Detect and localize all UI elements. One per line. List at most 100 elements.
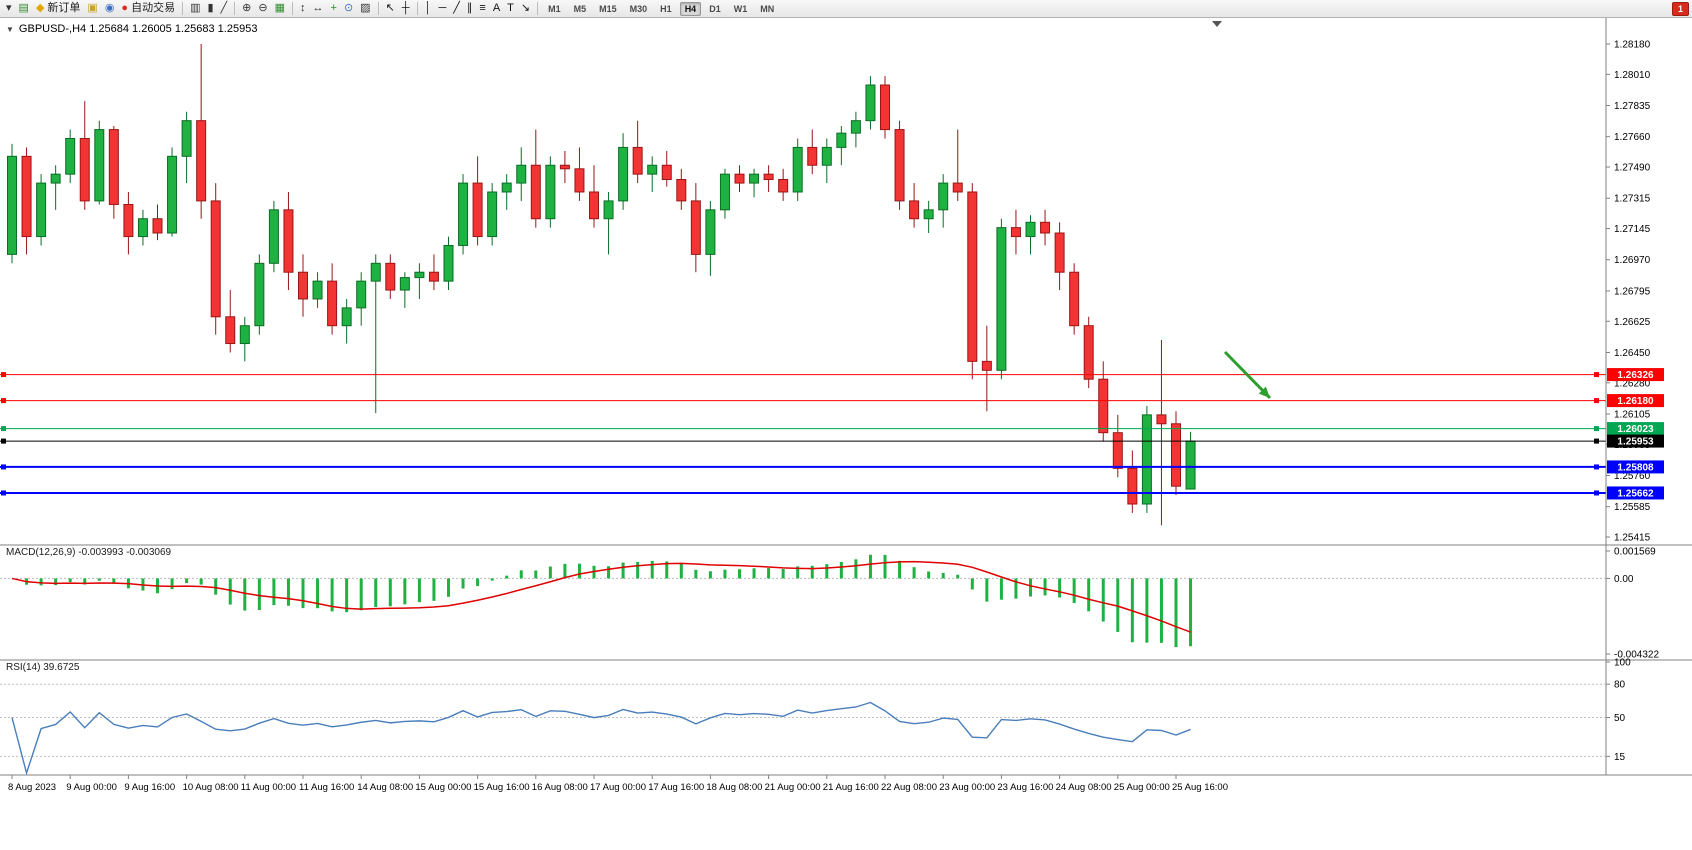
svg-text:21 Aug 00:00: 21 Aug 00:00 [765,782,821,793]
svg-text:21 Aug 16:00: 21 Aug 16:00 [823,782,879,793]
cursor-tool-icon: ↖ [385,2,395,14]
data-refresh-button[interactable]: ◉ [102,1,118,16]
bar-chart-mode-button[interactable]: ▥ [187,1,203,16]
timeframe-m30-button[interactable]: M30 [629,3,648,14]
timeframe-mn-button[interactable]: MN [760,3,775,14]
channel-tool-icon: ∥ [466,2,473,14]
svg-text:1.26180: 1.26180 [1617,396,1654,407]
toolbar: ▾ ▤ ◆ 新订单 ▣ ◉ ● 自动交易 ▥ ▮ ╱ ⊕ ⊖ ▦ ↕ ↔ + ⊙ ▨ ↖ ┼ │ ─ ╱ ∥ ≡ A T ↘ M1 M5 M1… [0,0,1692,18]
toolbar-separator [416,2,418,15]
price-axis: 1.28180 1.28010 1.27835 1.27660 1.27490 1.273… [1606,40,1664,544]
timeframe-h4-button[interactable]: H4 [679,1,702,16]
chart-template-button[interactable]: ▨ [357,1,373,16]
new-order-label: 新订单 [47,2,81,14]
crosshair-tool-icon: ┼ [401,2,410,14]
svg-text:8 Aug 2023: 8 Aug 2023 [8,782,56,793]
horizontal-line-1.26023[interactable] [0,426,1606,432]
channel-tool-button[interactable]: ∥ [464,1,476,16]
svg-text:9 Aug 16:00: 9 Aug 16:00 [124,782,175,793]
svg-text:1.27660: 1.27660 [1614,132,1651,143]
svg-text:10 Aug 08:00: 10 Aug 08:00 [183,782,239,793]
trend-arrow[interactable] [1223,350,1272,400]
auto-trading-icon: ● [121,2,129,14]
chart-shift-marker[interactable] [1212,21,1222,27]
horizontal-line-tool-icon: ─ [438,2,447,14]
svg-text:24 Aug 08:00: 24 Aug 08:00 [1056,782,1112,793]
timeframe-m1-button[interactable]: M1 [548,3,561,14]
candle-chart-mode-button[interactable]: ▮ [204,1,216,16]
time-axis: 8 Aug 2023 9 Aug 00:00 9 Aug 16:00 10 Aug 0… [8,775,1228,793]
horizontal-line-1.26180[interactable] [0,398,1606,404]
zoom-out-icon: ⊖ [258,2,268,14]
timeframe-w1-button[interactable]: W1 [733,3,748,14]
new-chart-button[interactable]: ▤ [16,1,32,16]
line-chart-mode-button[interactable]: ╱ [218,1,231,16]
chart-area[interactable]: 1.28180 1.28010 1.27835 1.27660 1.27490 1.273… [0,18,1692,850]
auto-trading-label: 自动交易 [131,2,176,14]
crosshair-tool-button[interactable]: ┼ [399,1,413,16]
auto-arrange-icon: ↕ [300,2,306,14]
timeframe-m5-button[interactable]: M5 [573,3,587,14]
timeframe-m15-button[interactable]: M15 [599,3,617,14]
svg-text:0.001569: 0.001569 [1614,547,1656,558]
add-indicator-button[interactable]: + [328,1,340,16]
trendline-tool-icon: ╱ [453,2,460,14]
fibonacci-tool-button[interactable]: ≡ [476,1,488,16]
arrows-tool-icon: ↘ [520,2,531,14]
svg-text:0.00: 0.00 [1614,574,1634,585]
vertical-line-tool-button[interactable]: │ [422,1,435,16]
svg-text:17 Aug 16:00: 17 Aug 16:00 [648,782,704,793]
svg-text:1.25953: 1.25953 [1617,437,1654,448]
zoom-in-button[interactable]: ⊕ [239,1,254,16]
toolbar-separator [537,2,539,15]
add-indicator-icon: + [330,2,337,14]
auto-trading-button[interactable]: ● 自动交易 [118,1,178,16]
window-list-dropdown-button[interactable]: ▾ [3,1,15,16]
cascade-windows-button[interactable]: ↔ [310,1,327,16]
horizontal-line-1.25808[interactable] [0,464,1606,470]
price-tag-1.25953: 1.25953 [1607,434,1664,448]
timeframe-h1-button[interactable]: H1 [660,3,672,14]
notification-badge[interactable]: 1 [1671,1,1689,16]
horizontal-line-1.26326[interactable] [0,372,1606,378]
horizontal-line-1.25662[interactable] [0,490,1606,496]
svg-text:1.25415: 1.25415 [1614,533,1651,544]
arrows-tool-button[interactable]: ↘ [518,1,533,16]
cursor-tool-button[interactable]: ↖ [383,1,398,16]
price-tag-1.25662: 1.25662 [1607,486,1664,500]
window-list-dropdown-icon: ▾ [6,2,12,14]
new-order-button[interactable]: ◆ 新订单 [33,1,83,16]
macd-panel: 0.001569 0.00 -0.004322 [0,547,1659,661]
horizontal-line-tool-button[interactable]: ─ [435,1,449,16]
svg-text:11 Aug 16:00: 11 Aug 16:00 [299,782,354,793]
svg-text:1.26280: 1.26280 [1614,378,1651,389]
zoom-out-button[interactable]: ⊖ [255,1,270,16]
chart-profile-button[interactable]: ▣ [84,1,100,16]
text-tool-button[interactable]: A [490,1,503,16]
period-settings-button[interactable]: ⊙ [341,1,356,16]
price-tag-1.26180: 1.26180 [1607,394,1664,408]
timeframe-d1-button[interactable]: D1 [709,3,721,14]
svg-text:17 Aug 00:00: 17 Aug 00:00 [590,782,646,793]
svg-text:1.26326: 1.26326 [1617,370,1654,381]
svg-text:1.26625: 1.26625 [1614,317,1651,328]
svg-text:1.27315: 1.27315 [1614,194,1651,205]
svg-text:22 Aug 08:00: 22 Aug 08:00 [881,782,937,793]
svg-text:15: 15 [1614,752,1626,763]
svg-text:25 Aug 00:00: 25 Aug 00:00 [1114,782,1170,793]
chart-profile-icon: ▣ [87,2,98,14]
horizontal-line-1.25953[interactable] [0,438,1606,444]
tile-windows-button[interactable]: ▦ [272,1,288,16]
macd-signal-line [11,560,1191,633]
svg-text:25 Aug 16:00: 25 Aug 16:00 [1172,782,1228,793]
toolbar-separator [182,2,184,15]
label-tool-button[interactable]: T [504,1,517,16]
chart-canvas[interactable]: 1.28180 1.28010 1.27835 1.27660 1.27490 1.273… [0,18,1692,850]
trendline-tool-button[interactable]: ╱ [450,1,463,16]
macd-label: MACD(12,26,9) -0.003993 -0.003069 [6,547,172,558]
collapse-quote-icon[interactable]: ▼ [6,24,14,34]
auto-arrange-button[interactable]: ↕ [297,1,309,16]
svg-text:1.25760: 1.25760 [1614,471,1651,482]
chart-title: ▼ GBPUSD-,H4 1.25684 1.26005 1.25683 1.2… [6,23,257,35]
main-chart-panel[interactable] [0,44,1606,526]
